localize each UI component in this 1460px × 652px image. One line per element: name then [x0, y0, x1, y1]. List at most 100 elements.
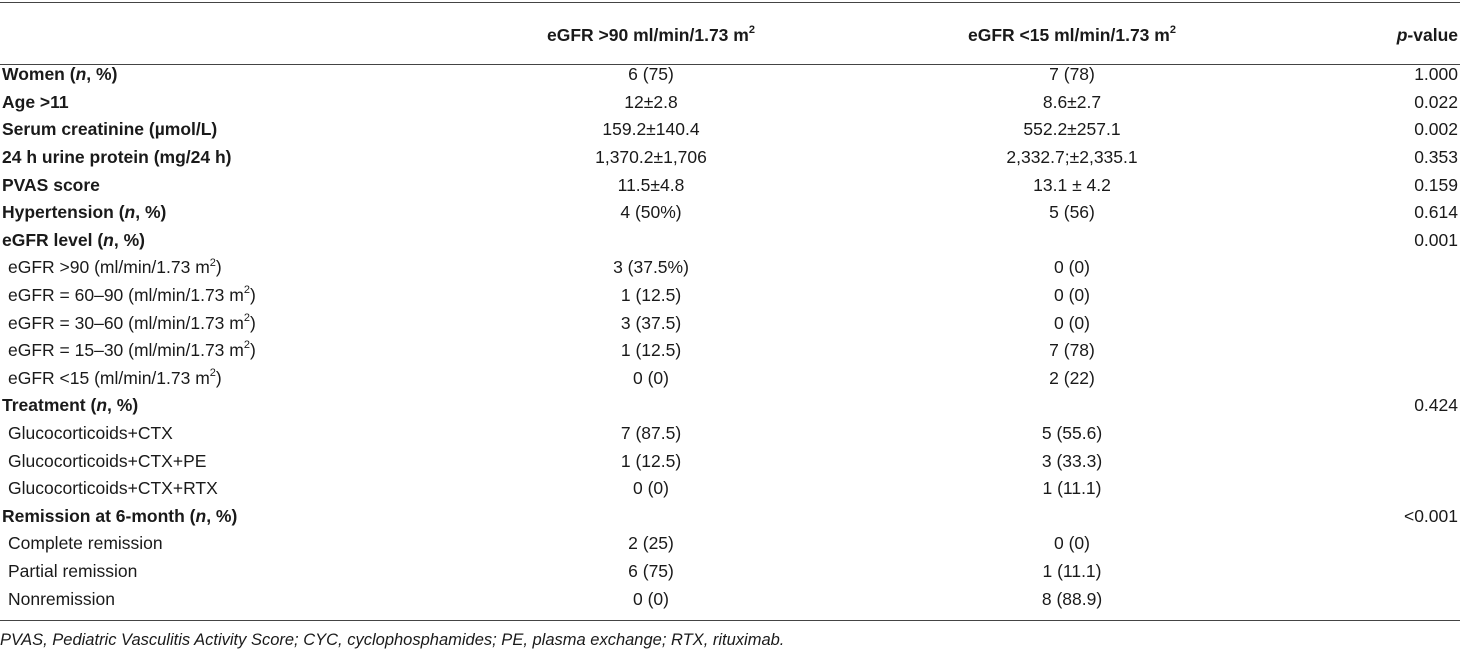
row-label: eGFR = 30–60 (ml/min/1.73 m2)	[8, 311, 256, 333]
row-label: Age >11	[2, 91, 69, 112]
data-table: eGFR >90 ml/min/1.73 m2 eGFR <15 ml/min/…	[0, 9, 1460, 613]
value-pvalue	[1302, 558, 1460, 586]
value-egfr-low: 1 (11.1)	[1042, 560, 1102, 581]
table-row: Serum creatinine (µmol/L) 159.2±140.4 552.…	[0, 116, 1460, 144]
value-egfr-low: 8 (88.9)	[1041, 588, 1103, 609]
value-egfr-high: 3 (37.5)	[620, 312, 682, 333]
table-row: eGFR = 15–30 (ml/min/1.73 m2) 1 (12.5) 7 (…	[0, 337, 1460, 365]
value-egfr-high	[460, 503, 842, 531]
value-egfr-low: 7 (78)	[1049, 64, 1095, 85]
table-footnote: PVAS, Pediatric Vasculitis Activity Scor…	[0, 631, 785, 649]
value-egfr-high: 1 (12.5)	[620, 285, 682, 306]
row-label: Serum creatinine (µmol/L)	[2, 119, 218, 140]
row-label: PVAS score	[2, 174, 100, 195]
value-egfr-low: 0 (0)	[1054, 257, 1090, 278]
value-pvalue	[1302, 282, 1460, 310]
value-egfr-high: 3 (37.5%)	[613, 257, 689, 278]
value-pvalue: 0.022	[1414, 91, 1458, 112]
bottom-rule	[0, 620, 1460, 621]
header-pvalue: p-value	[1396, 24, 1458, 45]
value-egfr-low: 13.1 ± 4.2	[1033, 174, 1111, 195]
value-egfr-low: 8.6±2.7	[1042, 91, 1102, 112]
value-pvalue: 0.614	[1414, 202, 1458, 223]
value-pvalue	[1302, 254, 1460, 282]
value-egfr-high: 159.2±140.4	[602, 119, 700, 140]
row-label: Hypertension (n, %)	[2, 202, 167, 223]
value-pvalue: <0.001	[1403, 505, 1458, 526]
value-egfr-high: 2 (25)	[628, 533, 674, 554]
value-pvalue: 0.353	[1414, 147, 1458, 168]
row-label: Glucocorticoids+CTX	[8, 423, 173, 444]
header-rule	[0, 64, 1460, 65]
table-row: Nonremission 0 (0) 8 (88.9)	[0, 585, 1460, 613]
value-egfr-low: 2,332.7;±2,335.1	[1006, 147, 1138, 168]
value-egfr-low: 7 (78)	[1049, 340, 1095, 361]
value-pvalue: 0.159	[1414, 174, 1458, 195]
row-label: Glucocorticoids+CTX+RTX	[8, 478, 218, 499]
header-egfr-low: eGFR <15 ml/min/1.73 m2	[968, 23, 1176, 45]
value-egfr-low	[842, 227, 1302, 255]
top-rule	[0, 2, 1460, 3]
table-row: 24 h urine protein (mg/24 h) 1,370.2±1,70…	[0, 144, 1460, 172]
table-row: eGFR <15 (ml/min/1.73 m2) 0 (0) 2 (22)	[0, 365, 1460, 393]
header-row: eGFR >90 ml/min/1.73 m2 eGFR <15 ml/min/…	[0, 9, 1460, 61]
value-egfr-low: 1 (11.1)	[1042, 478, 1102, 499]
table-row: Remission at 6-month (n, %) <0.001	[0, 503, 1460, 531]
row-label: Glucocorticoids+CTX+PE	[8, 450, 207, 471]
table-row: Glucocorticoids+CTX+RTX 0 (0) 1 (11.1)	[0, 475, 1460, 503]
row-label: Women (n, %)	[2, 64, 118, 85]
row-label: eGFR = 15–30 (ml/min/1.73 m2)	[8, 339, 256, 361]
row-label: Treatment (n, %)	[2, 395, 139, 416]
value-egfr-low: 0 (0)	[1054, 285, 1090, 306]
value-pvalue	[1302, 337, 1460, 365]
value-pvalue	[1302, 585, 1460, 613]
value-egfr-low: 3 (33.3)	[1041, 450, 1103, 471]
table-row: Treatment (n, %) 0.424	[0, 392, 1460, 420]
value-egfr-high: 12±2.8	[624, 91, 678, 112]
value-egfr-high: 1,370.2±1,706	[595, 147, 707, 168]
value-egfr-high: 0 (0)	[633, 478, 669, 499]
row-label: Nonremission	[8, 588, 115, 609]
table-row: Hypertension (n, %) 4 (50%) 5 (56) 0.614	[0, 199, 1460, 227]
table-row: Glucocorticoids+CTX 7 (87.5) 5 (55.6)	[0, 420, 1460, 448]
value-egfr-high: 1 (12.5)	[620, 450, 682, 471]
value-egfr-high	[460, 227, 842, 255]
value-egfr-high: 6 (75)	[628, 64, 674, 85]
header-egfr-high: eGFR >90 ml/min/1.73 m2	[547, 23, 755, 45]
value-egfr-low: 0 (0)	[1054, 533, 1090, 554]
value-pvalue	[1302, 420, 1460, 448]
row-label: 24 h urine protein (mg/24 h)	[2, 147, 232, 168]
table-row: Complete remission 2 (25) 0 (0)	[0, 530, 1460, 558]
value-egfr-high: 11.5±4.8	[617, 174, 685, 195]
value-egfr-high: 4 (50%)	[620, 202, 682, 223]
value-egfr-high: 7 (87.5)	[620, 423, 682, 444]
value-egfr-high: 0 (0)	[633, 588, 669, 609]
value-pvalue	[1302, 530, 1460, 558]
row-label: eGFR level (n, %)	[2, 229, 145, 250]
value-pvalue: 0.002	[1414, 119, 1458, 140]
value-egfr-low	[842, 503, 1302, 531]
table-row: eGFR >90 (ml/min/1.73 m2) 3 (37.5%) 0 (0)	[0, 254, 1460, 282]
table-row: PVAS score 11.5±4.8 13.1 ± 4.2 0.159	[0, 171, 1460, 199]
header-empty	[0, 9, 460, 61]
row-label: Partial remission	[8, 560, 138, 581]
value-pvalue: 0.424	[1414, 395, 1458, 416]
value-pvalue	[1302, 447, 1460, 475]
value-egfr-low: 552.2±257.1	[1023, 119, 1121, 140]
value-egfr-low: 5 (55.6)	[1041, 423, 1103, 444]
value-egfr-low: 2 (22)	[1049, 367, 1095, 388]
value-pvalue: 0.001	[1414, 229, 1458, 250]
row-label: eGFR >90 (ml/min/1.73 m2)	[8, 256, 222, 278]
value-egfr-high: 1 (12.5)	[620, 340, 682, 361]
value-pvalue	[1302, 365, 1460, 393]
table-row: eGFR = 60–90 (ml/min/1.73 m2) 1 (12.5) 0 (…	[0, 282, 1460, 310]
table-row: Age >11 12±2.8 8.6±2.7 0.022	[0, 89, 1460, 117]
value-egfr-low: 5 (56)	[1049, 202, 1095, 223]
value-egfr-high	[460, 392, 842, 420]
row-label: Remission at 6-month (n, %)	[2, 505, 238, 526]
table-row: eGFR = 30–60 (ml/min/1.73 m2) 3 (37.5) 0 (…	[0, 309, 1460, 337]
row-label: Complete remission	[8, 533, 163, 554]
value-pvalue	[1302, 309, 1460, 337]
table-row: Women (n, %) 6 (75) 7 (78) 1.000	[0, 61, 1460, 89]
